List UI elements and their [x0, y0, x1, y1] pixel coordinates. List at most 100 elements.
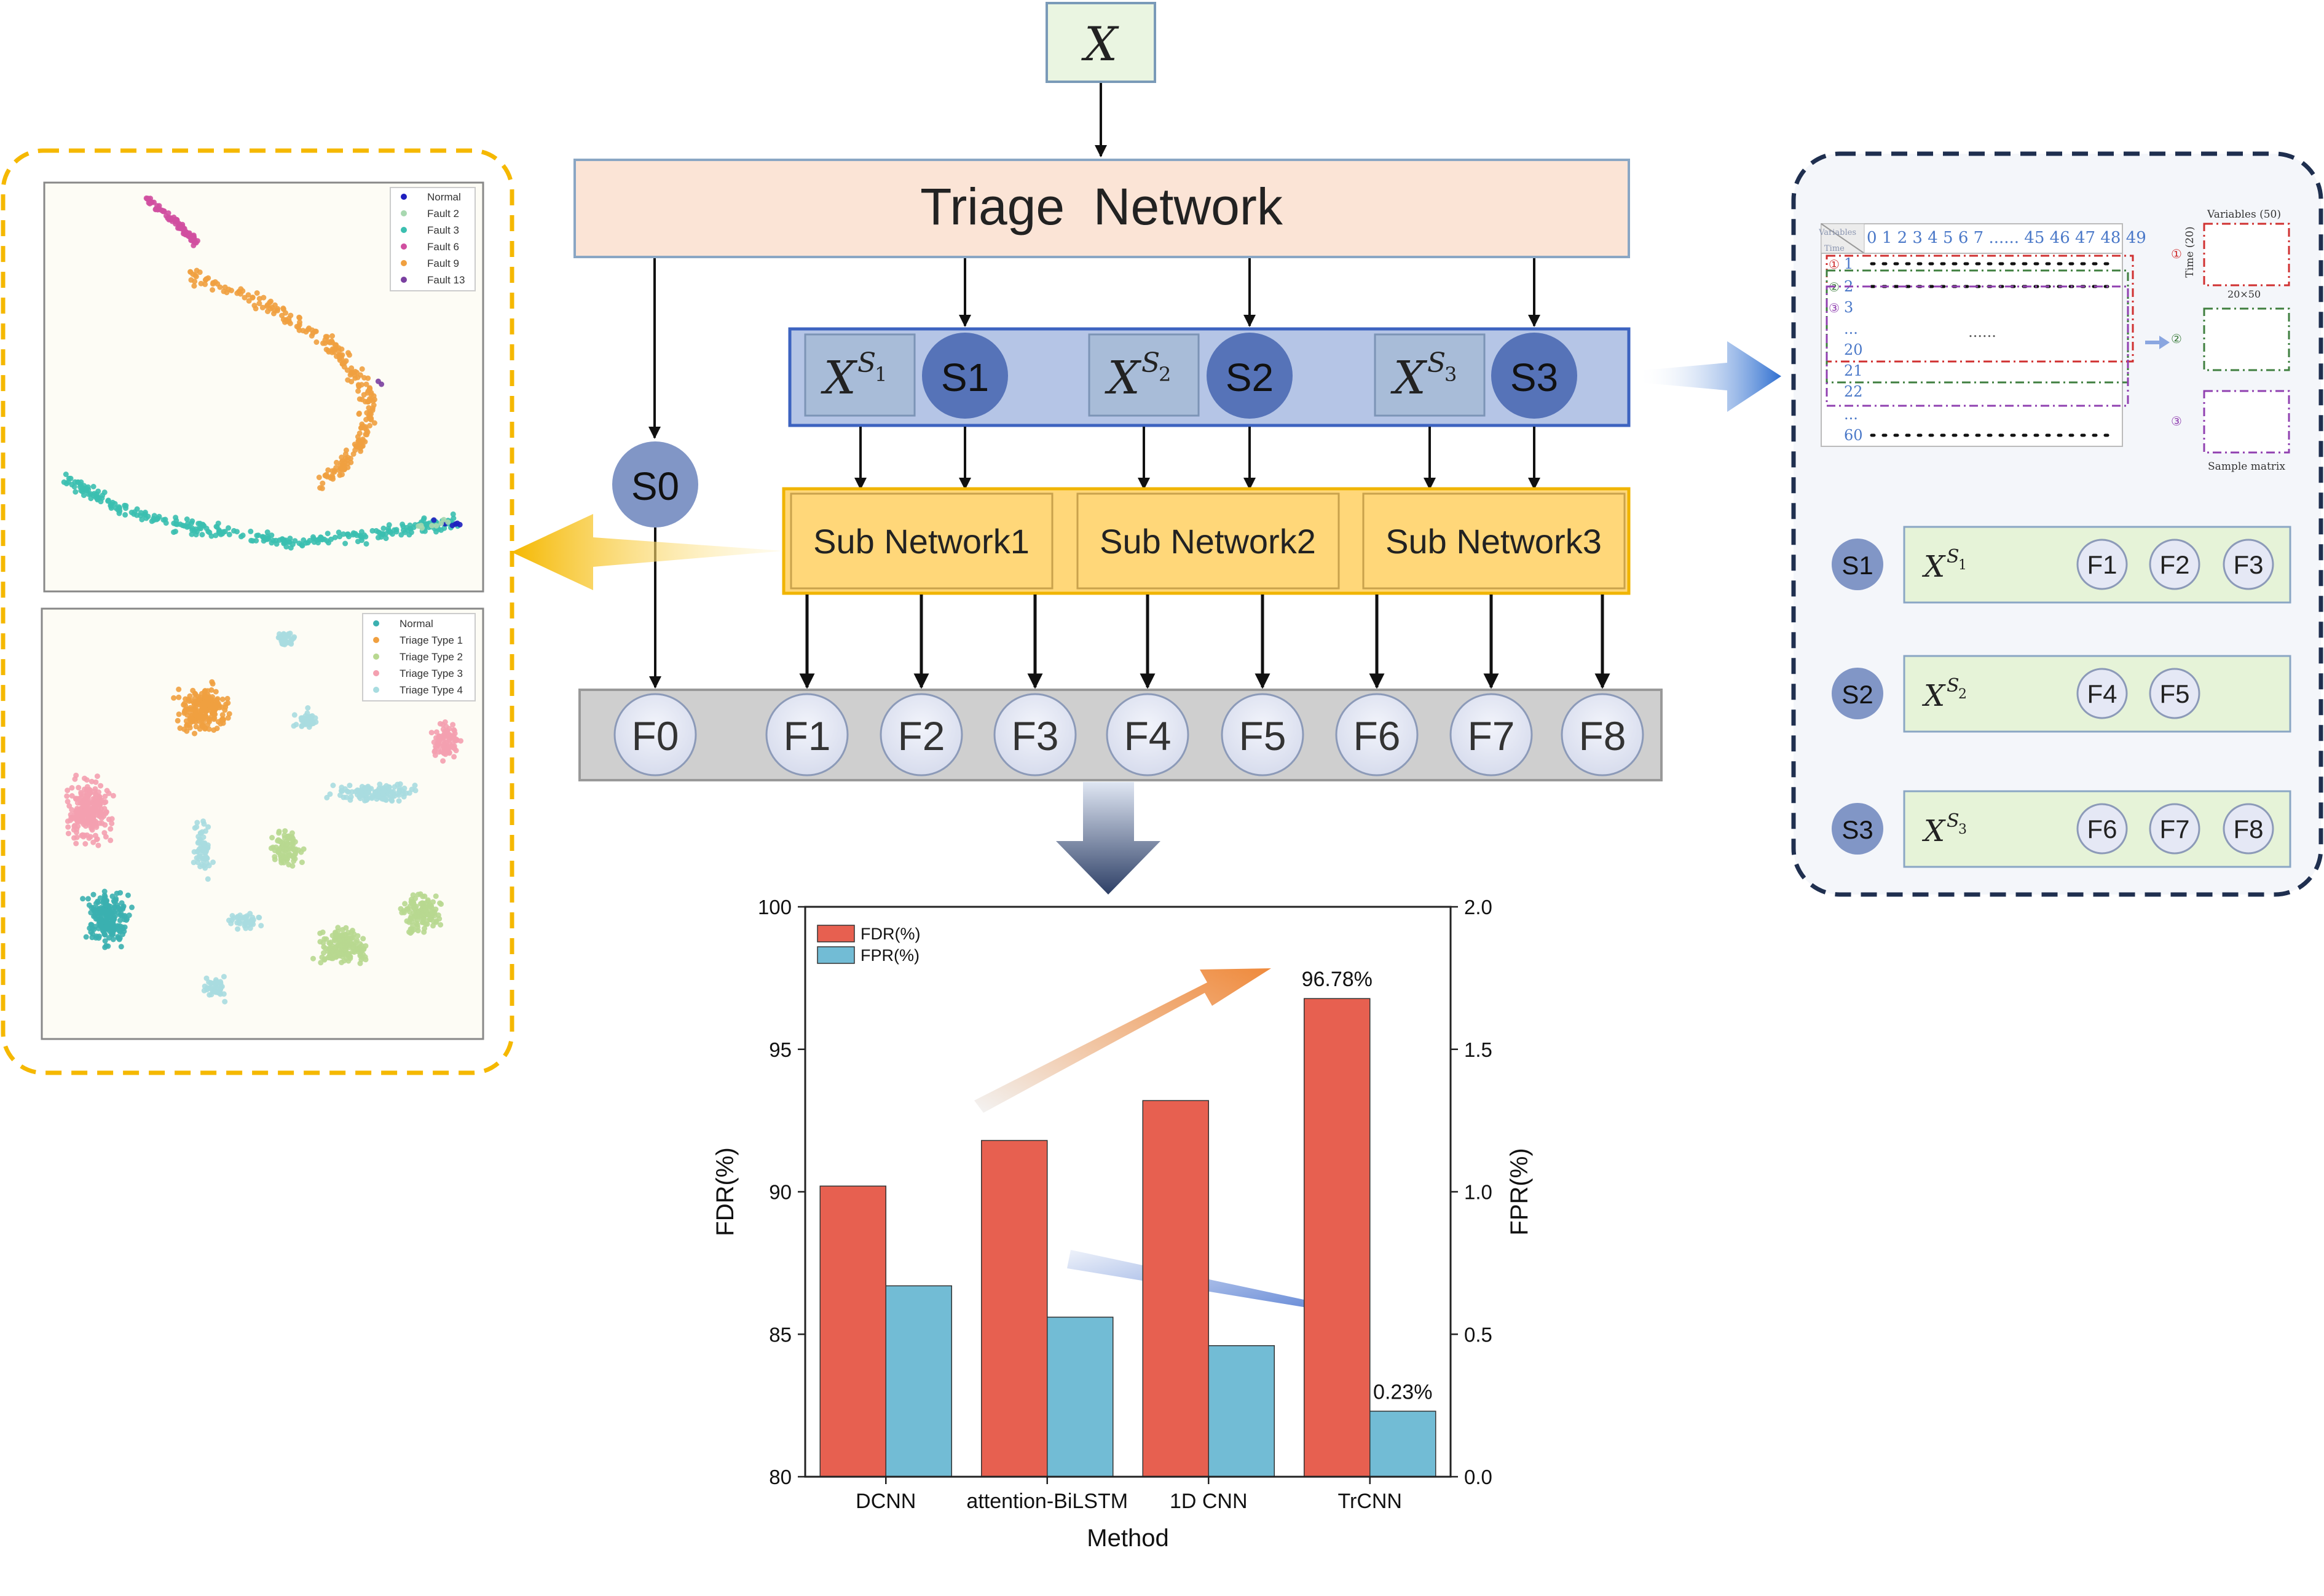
mapping-x: X	[1921, 814, 1946, 848]
sample-row-label: 1	[1844, 255, 1853, 272]
s3-label: S3	[1510, 355, 1558, 400]
tsne-top-legend-marker	[401, 210, 407, 216]
mapping-sub: 2	[1958, 687, 1967, 702]
tsne-bottom-cluster-type4b	[291, 705, 319, 730]
input-x-label: X	[1081, 17, 1119, 71]
tsne-bottom-legend-marker	[373, 620, 379, 626]
annotation-fdr: 96.78%	[1302, 968, 1373, 991]
bar-fpr-3	[1369, 1410, 1436, 1477]
window-3-rect	[1826, 285, 2129, 407]
variables-label: Variables (50)	[2207, 208, 2281, 221]
mapping-fault-circle	[2149, 803, 2200, 855]
time-label: Time (20)	[2184, 226, 2196, 277]
y2-tick-label: 0.5	[1464, 1323, 1492, 1346]
y2-tick-label: 0.0	[1464, 1466, 1492, 1488]
subnetwork-1-box	[790, 492, 1054, 590]
bar-chart: DCNN attention-BiLSTM 1D CNN TrCNN 96.78% 0.2…	[712, 896, 1533, 1552]
mapping-row-s1: S1 X S1 F1 F2 F3	[1832, 526, 2291, 604]
mapping-fault-circle	[2149, 539, 2200, 590]
tsne-top-legend	[390, 187, 476, 291]
mapping-fault-label: F2	[2159, 550, 2189, 579]
tsne-bottom-legend-label: Triage Type 4	[400, 684, 463, 696]
tsne-bottom-legend-label: Triage Type 2	[400, 651, 463, 663]
sample-small-arrow	[2145, 336, 2170, 349]
mapping-s-circle	[1832, 803, 1883, 855]
corner-variables-label: Variables	[1818, 228, 1856, 237]
y2-axis-label: FPR(%)	[1506, 1148, 1533, 1235]
mapping-s-label: S3	[1841, 815, 1873, 844]
tsne-bottom-cluster-type4f	[201, 974, 228, 1005]
sample-matrix-2	[2203, 307, 2290, 371]
y-tick-label: 80	[769, 1466, 792, 1488]
tsne-top-legend-label: Normal	[427, 191, 461, 203]
triage-network-label: Triage Network	[920, 178, 1283, 235]
tsne-bottom-legend-label: Normal	[400, 618, 433, 630]
fault-row: F0 F1 F2 F3 F4 F5 F6 F7 F8	[578, 689, 1663, 781]
s1-circle	[922, 333, 1008, 419]
tsne-bottom-cluster-type2b	[310, 925, 369, 966]
y-tick-label: 85	[769, 1323, 792, 1346]
sample-row-mark: ③	[1829, 301, 1840, 315]
sample-matrix-1	[2203, 223, 2290, 286]
box-mark-1: ①	[2171, 247, 2182, 261]
mapping-fault-circle	[2149, 668, 2200, 719]
legend-label-0: FDR(%)	[861, 925, 920, 943]
tsne-bottom-cluster-type4e	[226, 911, 264, 932]
tsne-top-legend-label: Fault 3	[427, 224, 459, 236]
tsne-top-legend-marker	[401, 277, 407, 283]
y-tick-label: 90	[769, 1181, 792, 1204]
tsne-bottom-legend-marker	[373, 687, 379, 693]
tsne-panel: Normal Fault 2 Fault 3 Fault 6 Fault 9 Fault …	[1, 148, 514, 1075]
fault-label-f6: F6	[1353, 713, 1400, 759]
subnetwork-bar: Sub Network1 Sub Network2 Sub Network3	[782, 487, 1631, 595]
bar-fpr-1	[1047, 1316, 1114, 1477]
tsne-top-legend-marker	[401, 243, 407, 250]
y2-tick-label: 1.5	[1464, 1038, 1492, 1061]
down-arrow-to-chart	[1056, 782, 1160, 895]
fault-label-f2: F2	[897, 713, 945, 759]
trend-arrow-down	[1067, 1250, 1365, 1325]
fault-circle-f3	[993, 693, 1077, 776]
subset-1-box	[804, 333, 916, 417]
s0-label: S0	[631, 464, 679, 508]
tsne-top-legend-label: Fault 6	[427, 241, 459, 253]
size-label: 20×50	[2227, 288, 2261, 300]
mapping-fault-circle	[2076, 803, 2128, 855]
subset-3-sup: S	[1427, 347, 1446, 379]
bar-fpr-0	[885, 1285, 952, 1477]
tsne-bottom-cluster-type4d	[191, 818, 216, 882]
tsne-top-legend-marker	[401, 260, 407, 266]
x-axis-label: Method	[1087, 1525, 1168, 1552]
sample-row-label: ...	[1844, 406, 1858, 423]
subset-1-sup: S	[857, 347, 876, 379]
tsne-top-legend-label: Fault 13	[427, 274, 465, 286]
tsne-bottom-legend-marker	[373, 637, 379, 643]
tsne-bottom-cluster-type2a	[268, 828, 307, 869]
tsne-bottom-cluster-type3b	[428, 719, 463, 764]
y-tick-label: 100	[758, 896, 792, 918]
subset-1-x: X	[821, 352, 858, 405]
x-tick-label-3: TrCNN	[1338, 1490, 1403, 1513]
bar-fdr-3	[1304, 998, 1371, 1477]
arrows-subnet-to-fault	[799, 595, 1610, 689]
tsne-top-cluster-fault9	[187, 267, 377, 491]
subnetwork-3-label: Sub Network3	[1385, 522, 1602, 561]
mapping-fault-label: F8	[2233, 815, 2263, 843]
x-tick-label-1: attention-BiLSTM	[966, 1490, 1128, 1513]
fault-label-f3: F3	[1011, 713, 1058, 759]
mapping-fault-circle	[2076, 539, 2128, 590]
x-tick-label-2: 1D CNN	[1170, 1490, 1248, 1513]
tsne-bottom-cluster-type1	[171, 679, 232, 737]
mapping-fault-label: F4	[2087, 679, 2117, 708]
mapping-x: X	[1921, 550, 1946, 584]
tsne-top-legend-marker	[401, 227, 407, 233]
subnetwork-2-label: Sub Network2	[1100, 522, 1316, 561]
s0-node: S0	[612, 441, 698, 527]
input-x-node: X	[1046, 2, 1156, 83]
fault-label-f8: F8	[1578, 713, 1626, 759]
y-tick-label: 95	[769, 1038, 792, 1061]
fault-circle-f8	[1561, 693, 1644, 776]
tsne-top-legend-label: Fault 9	[427, 258, 459, 269]
mapping-fault-circle	[2223, 803, 2274, 855]
legend-swatch-0	[817, 925, 855, 942]
